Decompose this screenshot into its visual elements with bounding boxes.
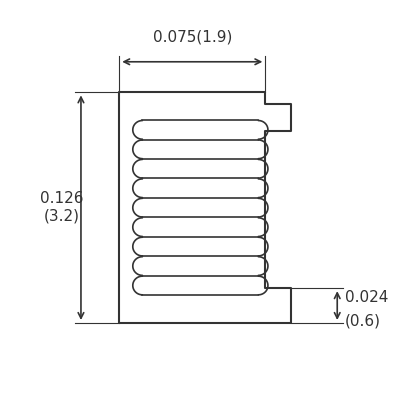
Text: 0.075(1.9): 0.075(1.9) [153,30,232,44]
Text: 0.024: 0.024 [345,290,388,306]
Text: 0.126
(3.2): 0.126 (3.2) [40,192,84,224]
Text: (0.6): (0.6) [345,314,381,328]
